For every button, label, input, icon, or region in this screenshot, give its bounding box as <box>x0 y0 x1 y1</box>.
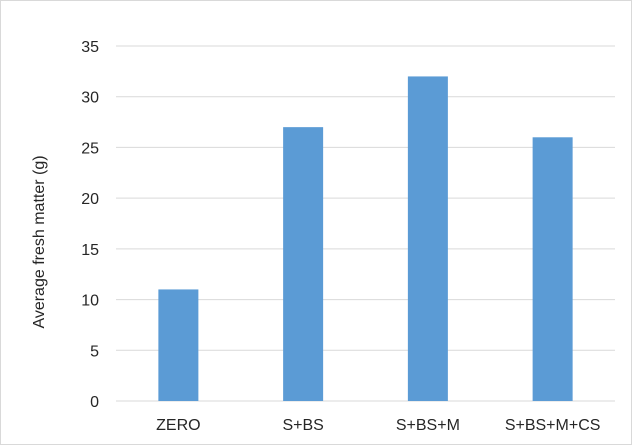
x-tick-labels: ZERO S+BS S+BS+M S+BS+M+CS <box>156 417 600 434</box>
y-tick-label: 10 <box>81 293 99 310</box>
y-tick-labels: 0 5 10 15 20 25 30 35 <box>81 39 99 411</box>
y-tick-label: 0 <box>90 394 99 411</box>
bar-s-bs <box>283 127 324 402</box>
x-tick-label: S+BS+M <box>396 417 460 434</box>
bar-s-bs-m-cs <box>532 137 573 402</box>
y-tick-label: 15 <box>81 242 99 259</box>
y-tick-label: 35 <box>81 39 99 56</box>
x-tick-label: ZERO <box>156 417 200 434</box>
y-tick-label: 25 <box>81 140 99 157</box>
y-tick-label: 30 <box>81 90 99 107</box>
bar-zero <box>158 289 199 401</box>
y-tick-label: 20 <box>81 191 99 208</box>
bars <box>158 76 573 402</box>
x-tick-label: S+BS <box>282 417 323 434</box>
x-tick-label: S+BS+M+CS <box>505 417 601 434</box>
y-tick-label: 5 <box>90 343 99 360</box>
y-axis-title: Average fresh matter (g) <box>31 155 48 328</box>
gridlines <box>116 45 615 402</box>
bar-s-bs-m <box>407 76 448 401</box>
